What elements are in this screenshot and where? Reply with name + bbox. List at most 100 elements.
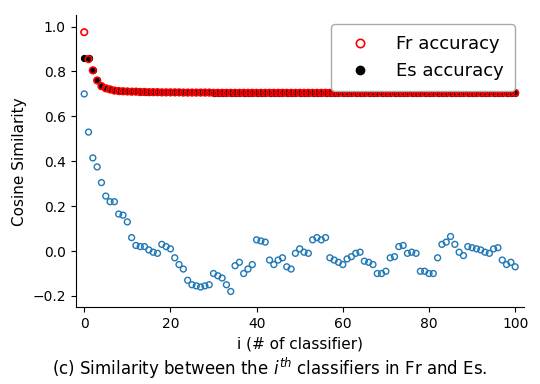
Point — [446, 89, 455, 96]
Point — [114, 88, 123, 94]
Point — [132, 89, 140, 95]
Point — [494, 89, 502, 96]
Point — [127, 88, 136, 94]
Point — [145, 89, 153, 95]
Point — [196, 89, 205, 96]
Point — [481, 249, 489, 255]
Point — [132, 88, 140, 94]
Point — [89, 67, 97, 73]
Point — [463, 89, 472, 96]
Point — [179, 266, 188, 272]
Point — [235, 89, 244, 96]
Point — [446, 233, 455, 240]
Point — [507, 89, 515, 96]
Point — [507, 90, 515, 96]
Point — [119, 88, 127, 94]
Point — [97, 180, 106, 186]
Point — [476, 90, 485, 96]
Point — [326, 255, 334, 261]
Point — [261, 90, 269, 96]
Point — [274, 89, 282, 96]
Point — [360, 258, 369, 264]
Point — [472, 90, 481, 96]
Point — [424, 89, 433, 96]
Point — [489, 90, 498, 96]
Point — [244, 89, 252, 96]
Point — [274, 257, 282, 263]
Point — [330, 257, 339, 263]
Point — [511, 264, 519, 270]
Point — [158, 241, 166, 247]
Point — [485, 89, 494, 96]
Point — [256, 89, 265, 96]
Point — [252, 90, 261, 96]
Point — [127, 89, 136, 95]
Point — [317, 90, 326, 96]
Point — [455, 249, 463, 255]
Point — [450, 89, 459, 96]
Point — [252, 89, 261, 96]
Point — [485, 250, 494, 257]
Point — [218, 275, 226, 281]
Point — [429, 90, 437, 96]
Point — [399, 242, 408, 248]
Point — [287, 90, 295, 96]
Point — [386, 89, 395, 96]
Point — [166, 89, 175, 96]
Point — [287, 266, 295, 272]
Point — [192, 89, 200, 96]
Point — [485, 90, 494, 96]
Point — [119, 212, 127, 218]
Point — [481, 89, 489, 96]
Point — [200, 89, 209, 96]
Point — [377, 90, 386, 96]
Point — [239, 270, 248, 276]
Point — [356, 249, 364, 255]
Point — [472, 246, 481, 252]
Point — [265, 257, 274, 263]
Point — [200, 89, 209, 96]
Point — [494, 90, 502, 96]
Point — [209, 89, 218, 96]
Point — [382, 90, 390, 96]
Point — [175, 89, 184, 96]
Point — [231, 263, 239, 269]
Point — [481, 90, 489, 96]
Point — [468, 89, 476, 96]
Point — [269, 90, 278, 96]
Point — [235, 90, 244, 96]
Point — [416, 90, 424, 96]
Point — [93, 78, 102, 84]
Point — [502, 89, 511, 96]
Point — [291, 250, 300, 257]
Point — [200, 283, 209, 289]
Point — [411, 89, 420, 96]
Point — [442, 89, 450, 96]
Point — [395, 243, 403, 250]
Point — [84, 55, 93, 61]
Point — [411, 250, 420, 257]
Point — [114, 88, 123, 94]
Point — [278, 90, 287, 96]
Point — [295, 90, 304, 96]
Point — [196, 284, 205, 290]
Point — [171, 89, 179, 95]
Point — [339, 262, 347, 268]
Point — [261, 89, 269, 96]
Point — [123, 219, 132, 225]
Point — [269, 262, 278, 268]
Point — [382, 89, 390, 96]
Point — [313, 235, 321, 241]
Point — [433, 89, 442, 96]
Point — [373, 270, 382, 276]
Point — [437, 90, 446, 96]
Text: (c) Similarity between the $i^{th}$ classifiers in Fr and Es.: (c) Similarity between the $i^{th}$ clas… — [52, 356, 488, 381]
Point — [360, 90, 369, 96]
Point — [403, 250, 412, 257]
Point — [300, 89, 308, 96]
Point — [463, 90, 472, 96]
Point — [97, 83, 106, 89]
Point — [89, 67, 97, 73]
Point — [507, 259, 515, 265]
Point — [84, 129, 93, 135]
